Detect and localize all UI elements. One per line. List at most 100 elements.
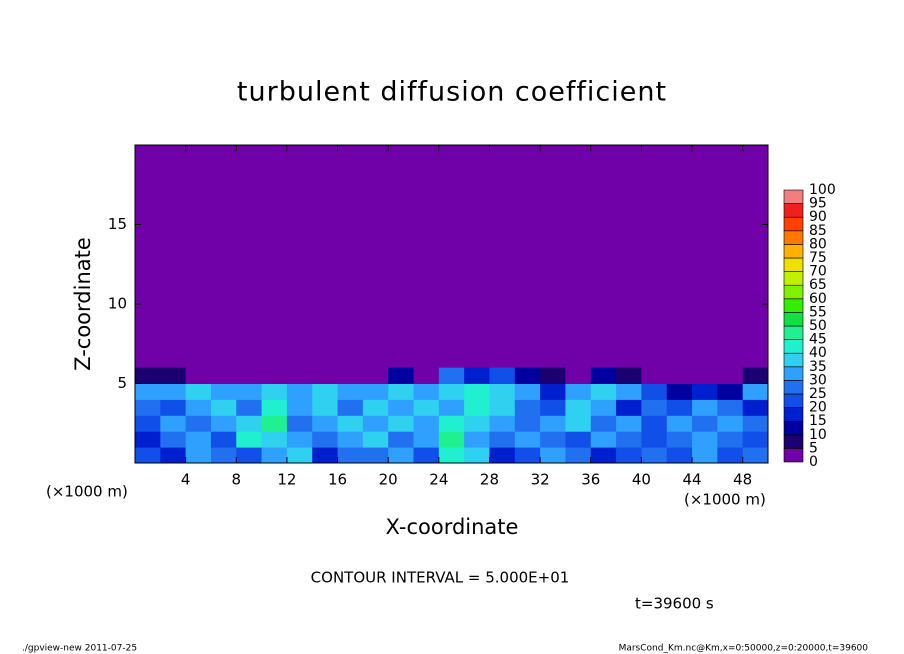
contour-interval: CONTOUR INTERVAL = 5.000E+01 <box>311 569 570 587</box>
cell <box>692 367 718 384</box>
cell <box>489 399 516 416</box>
cell <box>135 399 161 416</box>
cell <box>565 399 592 416</box>
colorbar-label: 30 <box>809 372 827 388</box>
cell <box>160 367 187 384</box>
cell <box>337 431 364 448</box>
cell <box>312 447 339 464</box>
colorbar-box <box>783 393 804 408</box>
cell <box>210 447 237 464</box>
cell <box>540 383 566 400</box>
colorbar-box <box>783 339 804 354</box>
cell <box>312 383 339 400</box>
colorbar-label: 45 <box>809 332 827 348</box>
x-tick-label: 12 <box>277 471 296 489</box>
cell <box>337 415 364 432</box>
cell <box>236 399 263 416</box>
cell <box>489 431 516 448</box>
colorbar-box <box>783 298 804 313</box>
cell <box>616 415 642 432</box>
colorbar-label: 80 <box>809 236 827 252</box>
cell <box>590 399 617 416</box>
cell <box>464 399 490 416</box>
x-tick-label: 4 <box>181 471 191 489</box>
colorbar-label: 70 <box>809 264 827 280</box>
cell <box>286 447 313 464</box>
cell <box>362 383 389 400</box>
cell <box>514 415 541 432</box>
colorbar-label: 90 <box>809 209 827 225</box>
cell <box>742 367 769 384</box>
cell <box>464 383 490 400</box>
cell <box>616 383 642 400</box>
colorbar-box <box>783 271 804 286</box>
cell <box>717 431 744 448</box>
colorbar-box <box>783 312 804 327</box>
footer-left: ./gpview-new 2011-07-25 <box>22 644 137 654</box>
cell <box>185 399 212 416</box>
cell <box>160 447 187 464</box>
field <box>135 145 769 464</box>
cell <box>590 415 617 432</box>
cell <box>362 399 389 416</box>
cell <box>565 383 592 400</box>
colorbar-box <box>783 284 804 300</box>
cell <box>312 399 339 416</box>
cell <box>135 447 161 464</box>
cell <box>565 447 592 464</box>
colorbar-label: 65 <box>809 277 827 293</box>
cell <box>185 447 212 464</box>
cell <box>438 415 465 432</box>
cell <box>337 367 364 384</box>
x-tick-label: 28 <box>480 471 499 489</box>
colorbar-box <box>783 244 804 259</box>
cell <box>489 447 516 464</box>
y-tick-label: 10 <box>108 295 127 313</box>
cell <box>489 367 516 384</box>
cell <box>666 383 693 400</box>
cell <box>438 399 465 416</box>
cell <box>160 415 187 432</box>
cell <box>590 447 617 464</box>
x-tick-label: 40 <box>632 471 651 489</box>
cell <box>388 399 415 416</box>
cell <box>160 431 187 448</box>
cell <box>616 447 642 464</box>
cell <box>185 415 212 432</box>
cell <box>135 431 161 448</box>
cell <box>413 447 440 464</box>
y-axis-label: Z-coordinate <box>71 237 95 371</box>
cell <box>413 415 440 432</box>
time-label: t=39600 s <box>635 595 714 613</box>
cell <box>236 367 263 384</box>
cell <box>388 431 415 448</box>
cell <box>135 367 161 384</box>
cell <box>135 415 161 432</box>
cell <box>742 415 769 432</box>
cell <box>692 431 718 448</box>
colorbar-label: 20 <box>809 400 827 416</box>
colorbar-box <box>783 216 804 232</box>
cell <box>616 431 642 448</box>
cell <box>261 367 288 384</box>
cell <box>337 399 364 416</box>
cell <box>641 415 668 432</box>
cell <box>540 415 566 432</box>
cell <box>286 367 313 384</box>
cell <box>337 447 364 464</box>
x-tick-label: 24 <box>429 471 448 489</box>
cell <box>261 431 288 448</box>
cell <box>666 431 693 448</box>
cell <box>590 383 617 400</box>
colorbar-label: 55 <box>809 304 827 320</box>
cell <box>261 383 288 400</box>
cell <box>464 415 490 432</box>
cell <box>641 367 668 384</box>
cell <box>590 367 617 384</box>
colorbar-label: 85 <box>809 223 827 239</box>
cell <box>540 367 566 384</box>
cell <box>692 415 718 432</box>
colorbar-label: 75 <box>809 250 827 266</box>
cell <box>540 431 566 448</box>
x-tick-label: 20 <box>379 471 398 489</box>
